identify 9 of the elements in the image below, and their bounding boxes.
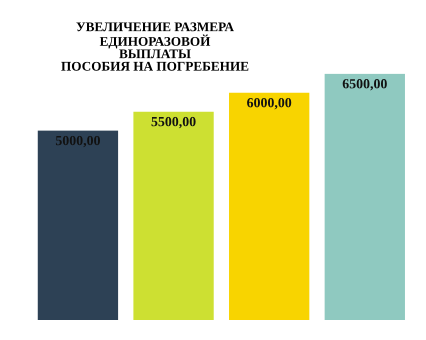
data-label: 6500,00 xyxy=(342,79,387,90)
data-label: 6000,00 xyxy=(247,98,292,110)
bar xyxy=(324,74,405,320)
data-label: 5500,00 xyxy=(152,116,196,128)
bar xyxy=(229,92,310,320)
bar xyxy=(133,112,214,320)
bar xyxy=(38,130,118,320)
data-label: 5000,00 xyxy=(56,136,100,148)
chart-title: УВЕЛИЧЕНИЕ РАЗМЕРА ЕДИНОРАЗОВОЙ ВЫПЛАТЫ ПОСОБИЯ НА ПОГРЕБЕНИЕ xyxy=(61,22,248,71)
